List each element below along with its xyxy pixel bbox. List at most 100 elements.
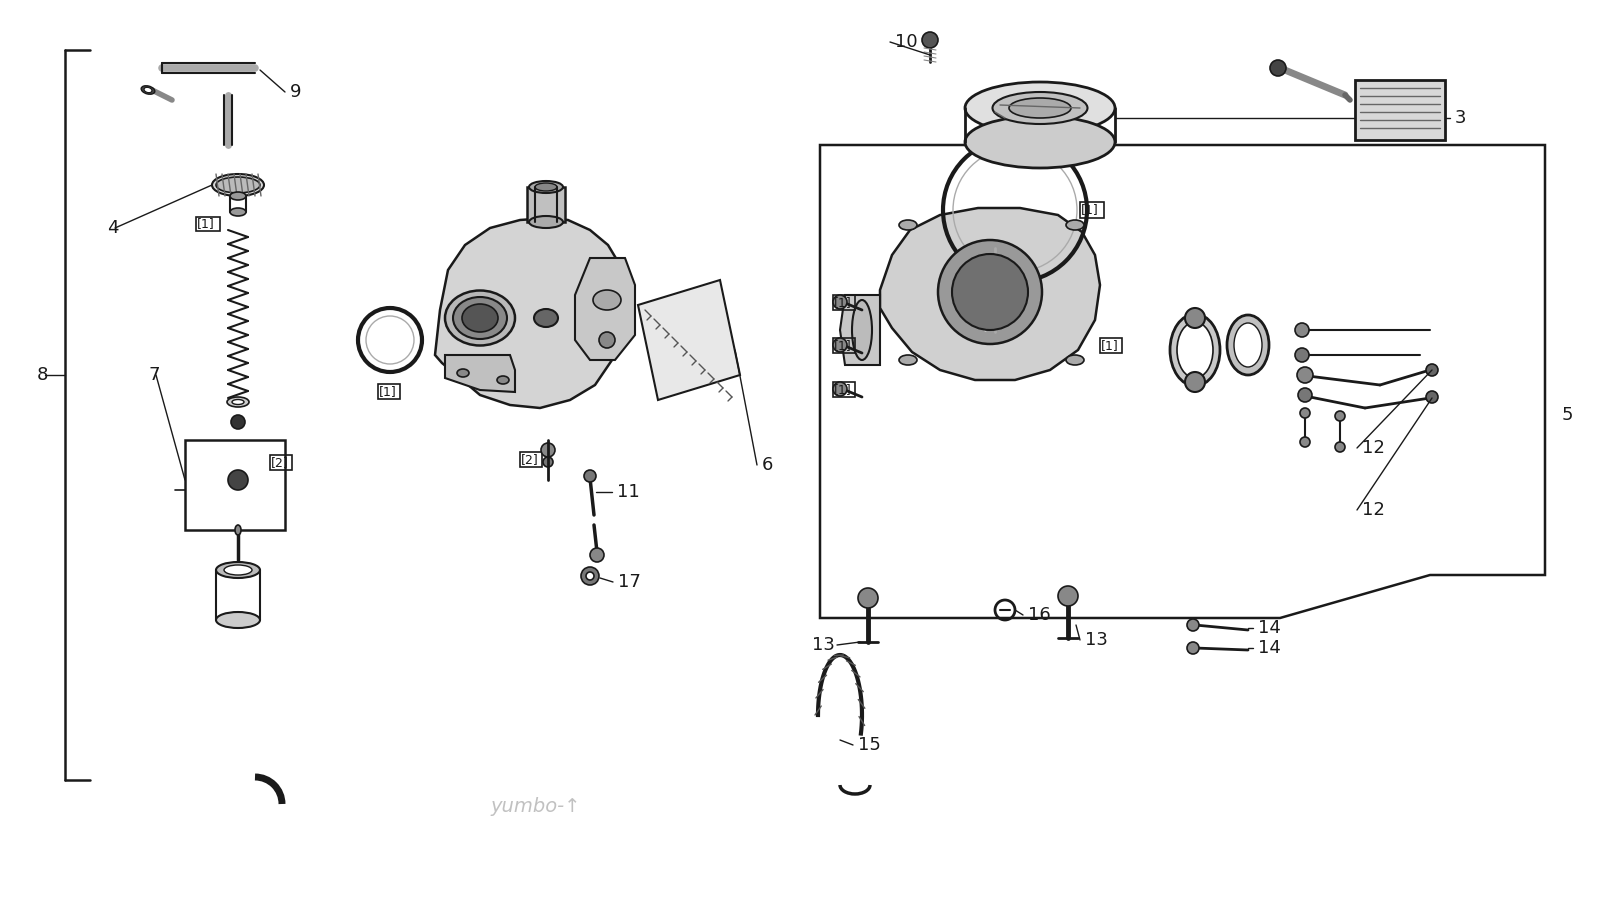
Circle shape (230, 415, 245, 429)
Circle shape (1298, 367, 1314, 383)
Ellipse shape (965, 82, 1115, 134)
Text: 5: 5 (1562, 406, 1573, 424)
Circle shape (1299, 437, 1310, 447)
Circle shape (586, 572, 594, 580)
Bar (834, 295, 854, 310)
Bar (834, 382, 854, 397)
Circle shape (834, 295, 846, 309)
Ellipse shape (899, 355, 917, 365)
Circle shape (1186, 372, 1205, 392)
Circle shape (1187, 642, 1198, 654)
Bar (1101, 338, 1122, 353)
Bar (520, 452, 542, 467)
Text: 16: 16 (1027, 606, 1051, 624)
Ellipse shape (230, 192, 246, 200)
Text: 7: 7 (147, 366, 160, 384)
Ellipse shape (992, 92, 1088, 124)
Polygon shape (574, 258, 635, 360)
Ellipse shape (216, 177, 259, 193)
Circle shape (541, 443, 555, 457)
Text: 12: 12 (1362, 501, 1386, 519)
Ellipse shape (530, 216, 563, 228)
Ellipse shape (227, 397, 250, 407)
Bar (378, 384, 400, 399)
Text: [1]: [1] (834, 384, 851, 396)
Text: 3: 3 (1454, 109, 1467, 127)
Circle shape (584, 470, 595, 482)
Circle shape (1187, 619, 1198, 631)
Circle shape (1058, 586, 1078, 606)
Text: yumbo-↑: yumbo-↑ (490, 797, 581, 816)
Polygon shape (435, 218, 626, 408)
Text: 14: 14 (1258, 619, 1282, 637)
Text: 9: 9 (290, 83, 301, 101)
Text: [1]: [1] (834, 297, 851, 309)
Ellipse shape (232, 399, 243, 405)
Text: 13: 13 (1085, 631, 1107, 649)
Circle shape (229, 470, 248, 490)
Circle shape (938, 240, 1042, 344)
Text: 8: 8 (37, 366, 48, 384)
Bar (1355, 80, 1445, 140)
Circle shape (834, 382, 846, 396)
Circle shape (1294, 323, 1309, 337)
Circle shape (1298, 388, 1312, 402)
Text: 13: 13 (813, 636, 835, 654)
Bar (270, 455, 291, 470)
Circle shape (858, 588, 878, 608)
Circle shape (590, 548, 605, 562)
Ellipse shape (530, 181, 563, 193)
Ellipse shape (445, 290, 515, 345)
Ellipse shape (1010, 98, 1070, 118)
Circle shape (1334, 411, 1346, 421)
Ellipse shape (224, 565, 253, 575)
Circle shape (1426, 364, 1438, 376)
Circle shape (952, 254, 1027, 330)
Ellipse shape (462, 304, 498, 332)
Text: [1]: [1] (1082, 203, 1099, 217)
Ellipse shape (1066, 220, 1085, 230)
Bar (834, 338, 854, 353)
Text: 15: 15 (858, 736, 882, 754)
Bar (1080, 202, 1104, 218)
Bar (526, 187, 565, 222)
Circle shape (598, 332, 614, 348)
Text: [2]: [2] (522, 453, 539, 467)
Text: [1]: [1] (1101, 340, 1118, 352)
Circle shape (1426, 391, 1438, 403)
Circle shape (581, 567, 598, 585)
Polygon shape (445, 355, 515, 392)
Ellipse shape (899, 220, 917, 230)
Ellipse shape (1066, 355, 1085, 365)
Ellipse shape (534, 183, 557, 191)
Circle shape (1186, 308, 1205, 328)
Circle shape (922, 32, 938, 48)
Circle shape (1299, 408, 1310, 418)
Ellipse shape (1178, 322, 1213, 378)
Polygon shape (880, 208, 1101, 380)
Text: [1]: [1] (197, 218, 214, 230)
Ellipse shape (1227, 315, 1269, 375)
Ellipse shape (965, 116, 1115, 168)
Text: [1]: [1] (834, 340, 851, 352)
Text: 14: 14 (1258, 639, 1282, 657)
Circle shape (542, 457, 554, 467)
Ellipse shape (216, 612, 259, 628)
Text: 10: 10 (894, 33, 918, 51)
Text: 12: 12 (1362, 439, 1386, 457)
Ellipse shape (216, 562, 259, 578)
Text: [2]: [2] (270, 457, 288, 469)
Text: 11: 11 (618, 483, 640, 501)
Text: 17: 17 (618, 573, 642, 591)
Ellipse shape (498, 376, 509, 384)
Circle shape (1270, 60, 1286, 76)
Circle shape (1334, 442, 1346, 452)
Ellipse shape (1170, 314, 1221, 386)
Ellipse shape (534, 309, 558, 327)
Ellipse shape (851, 300, 872, 360)
Text: [1]: [1] (379, 386, 397, 398)
Text: 6: 6 (762, 456, 773, 474)
Circle shape (1294, 348, 1309, 362)
Bar (186, 440, 285, 530)
Circle shape (834, 338, 846, 352)
